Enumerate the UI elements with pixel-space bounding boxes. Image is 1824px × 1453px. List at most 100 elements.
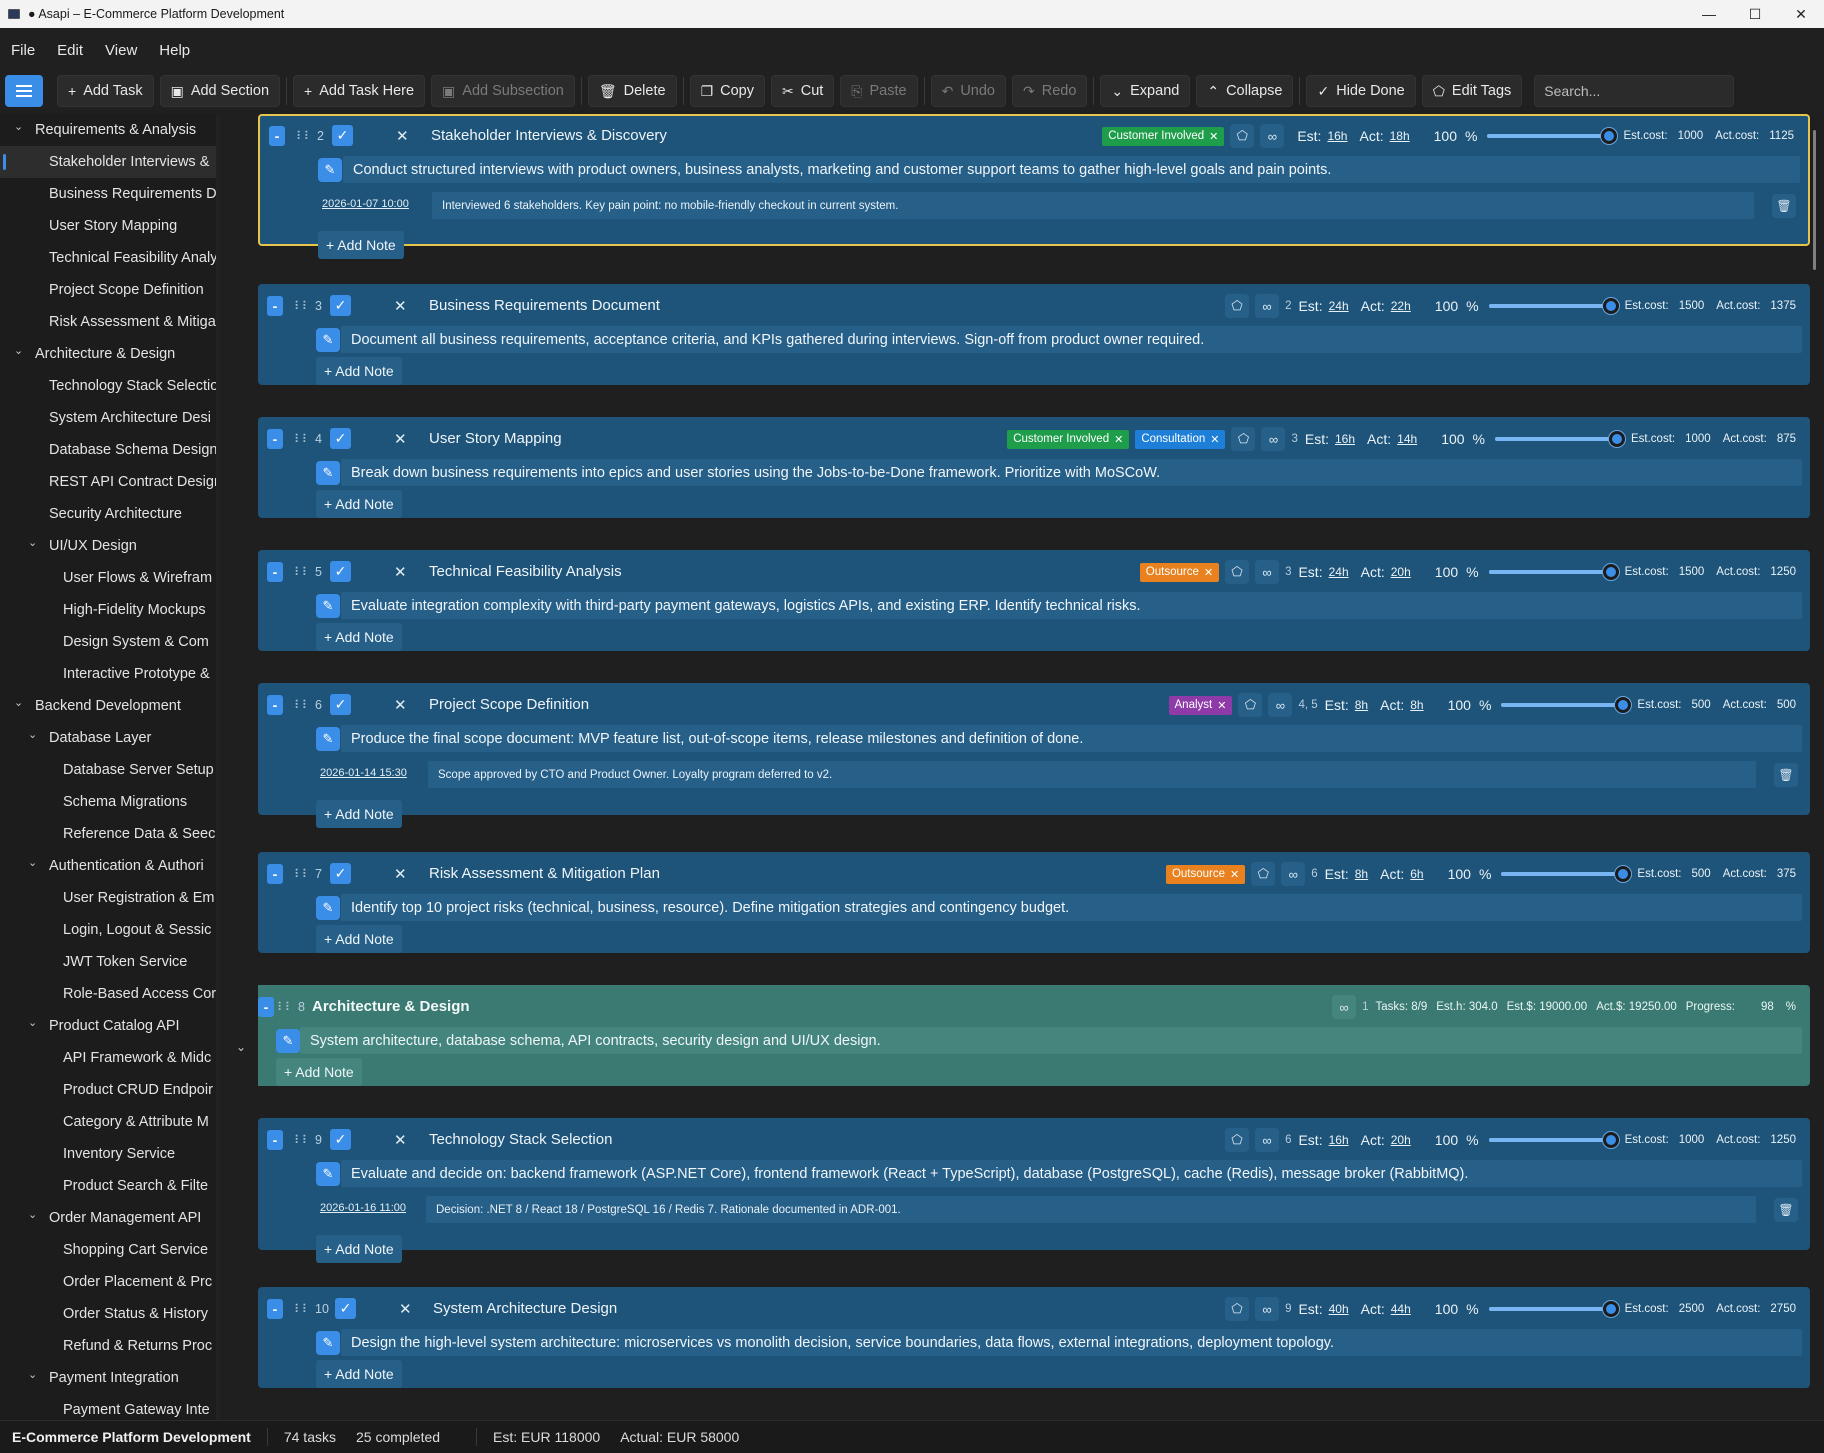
progress-slider[interactable] — [1495, 429, 1625, 449]
drag-handle-icon[interactable]: ⠇⠇ — [294, 299, 311, 313]
collapse-toggle[interactable]: - — [267, 1299, 283, 1319]
estimate-hours[interactable]: 16h — [1335, 432, 1356, 446]
add-note-button[interactable]: + Add Note — [318, 231, 404, 259]
minimize-icon[interactable]: — — [1702, 6, 1716, 22]
progress-value[interactable]: 100 — [1447, 697, 1471, 713]
sidebar-item[interactable]: Inventory Service — [0, 1138, 216, 1170]
task-description[interactable]: Conduct structured interviews with produ… — [343, 156, 1800, 183]
maximize-icon[interactable]: ☐ — [1748, 5, 1762, 22]
task-description[interactable]: Identify top 10 project risks (technical… — [341, 894, 1802, 921]
collapse-toggle[interactable]: - — [267, 296, 283, 316]
slider-thumb[interactable] — [1602, 1301, 1619, 1317]
sidebar-item[interactable]: Product Search & Filte — [0, 1170, 216, 1202]
slider-thumb[interactable] — [1615, 697, 1632, 713]
collapse-toggle[interactable]: - — [267, 1130, 283, 1150]
drag-handle-icon[interactable]: ⠇⠇ — [294, 698, 311, 712]
sidebar-splitter[interactable] — [216, 114, 220, 1420]
estimate-hours[interactable]: 8h — [1354, 698, 1369, 712]
sidebar-item[interactable]: User Flows & Wirefram — [0, 562, 216, 594]
close-icon[interactable]: ✕ — [396, 128, 409, 145]
sidebar-item[interactable]: Security Architecture — [0, 498, 216, 530]
close-icon[interactable]: ✕ — [394, 1132, 407, 1149]
done-checkbox[interactable]: ✓ — [330, 1129, 351, 1150]
slider-thumb[interactable] — [1602, 298, 1619, 314]
menu-help[interactable]: Help — [159, 41, 191, 59]
drag-handle-icon[interactable]: ⠇⠇ — [294, 1133, 311, 1147]
estimate-hours[interactable]: 24h — [1328, 565, 1349, 579]
vertical-scrollbar[interactable] — [1813, 130, 1816, 270]
progress-slider[interactable] — [1487, 126, 1618, 146]
redo-button[interactable]: ↷ Redo — [1012, 75, 1088, 107]
sidebar-item[interactable]: ⌄ Payment Integration — [0, 1362, 216, 1394]
task-card[interactable]: - ⠇⠇ 2 ✓ ✕ Stakeholder Interviews & Discovery… — [258, 114, 1810, 259]
done-checkbox[interactable]: ✓ — [335, 1298, 356, 1319]
edit-tags-button[interactable]: ⬠ Edit Tags — [1421, 75, 1523, 107]
add-task-here-button[interactable]: + Add Task Here — [293, 75, 426, 107]
slider-thumb[interactable] — [1601, 128, 1618, 144]
add-note-button[interactable]: + Add Note — [316, 1360, 402, 1388]
sidebar-item[interactable]: ⌄ Requirements & Analysis — [0, 114, 216, 146]
progress-value[interactable]: 100 — [1434, 298, 1459, 314]
collapse-toggle[interactable]: - — [258, 997, 274, 1017]
done-checkbox[interactable]: ✓ — [330, 863, 351, 884]
done-checkbox[interactable]: ✓ — [332, 125, 353, 146]
tag-icon[interactable]: ⬠ — [1225, 1297, 1250, 1321]
expand-button[interactable]: ⌄ Expand — [1100, 75, 1191, 107]
task-title[interactable]: Technology Stack Selection — [429, 1131, 613, 1148]
progress-value[interactable]: 100 — [1447, 866, 1471, 882]
cut-button[interactable]: ✂ Cut — [770, 75, 835, 107]
link-icon[interactable]: ∞ — [1255, 1297, 1280, 1321]
drag-handle-icon[interactable]: ⠇⠇ — [294, 1302, 311, 1316]
task-title[interactable]: Stakeholder Interviews & Discovery — [431, 127, 667, 144]
edit-note-icon[interactable]: ✎ — [316, 727, 340, 751]
sidebar-item[interactable]: Login, Logout & Sessic — [0, 914, 216, 946]
tag-icon[interactable]: ⬠ — [1231, 427, 1256, 451]
tag-chip[interactable]: Customer Involved ✕ — [1102, 126, 1225, 146]
delete-button[interactable]: 🗑 Delete — [587, 75, 677, 107]
progress-value[interactable]: 100 — [1433, 128, 1457, 144]
task-description[interactable]: Evaluate integration complexity with thi… — [341, 592, 1802, 619]
link-icon[interactable]: ∞ — [1255, 560, 1280, 584]
progress-slider[interactable] — [1501, 864, 1632, 884]
drag-handle-icon[interactable]: ⠇⠇ — [294, 867, 311, 881]
edit-note-icon[interactable]: ✎ — [316, 461, 340, 485]
chevron-down-icon[interactable]: ⌄ — [14, 345, 24, 357]
link-icon[interactable]: ∞ — [1332, 995, 1357, 1019]
sidebar-item[interactable]: Technical Feasibility Analy — [0, 242, 216, 274]
tag-chip[interactable]: Customer Involved ✕ — [1007, 429, 1130, 449]
edit-note-icon[interactable]: ✎ — [318, 158, 342, 182]
task-title[interactable]: Project Scope Definition — [429, 696, 590, 713]
sidebar-item[interactable]: Refund & Returns Proc — [0, 1330, 216, 1362]
done-checkbox[interactable]: ✓ — [330, 295, 351, 316]
estimate-hours[interactable]: 16h — [1327, 129, 1348, 143]
sidebar-item[interactable]: User Registration & Em — [0, 882, 216, 914]
estimate-hours[interactable]: 24h — [1328, 299, 1349, 313]
drag-handle-icon[interactable]: ⠇⠇ — [296, 129, 313, 143]
sidebar-item[interactable]: Schema Migrations — [0, 786, 216, 818]
undo-button[interactable]: ↶ Undo — [930, 75, 1006, 107]
progress-slider[interactable] — [1488, 296, 1619, 316]
task-card[interactable]: - ⠇⠇ 4 ✓ ✕ User Story Mapping Customer Involve… — [258, 417, 1810, 518]
tag-remove-icon[interactable]: ✕ — [1230, 868, 1240, 881]
task-card[interactable]: - ⠇⠇ 9 ✓ ✕ Technology Stack Selection ⬠ ∞ 6 Est: 1… — [258, 1118, 1810, 1263]
tag-remove-icon[interactable]: ✕ — [1203, 566, 1214, 579]
edit-note-icon[interactable]: ✎ — [316, 1331, 340, 1355]
tag-remove-icon[interactable]: ✕ — [1114, 433, 1124, 446]
tag-icon[interactable]: ⬠ — [1230, 124, 1255, 148]
tag-icon[interactable]: ⬠ — [1225, 1128, 1250, 1152]
close-icon[interactable]: ✕ — [394, 298, 407, 315]
collapse-toggle[interactable]: - — [269, 126, 285, 146]
chevron-down-icon[interactable]: ⌄ — [14, 697, 24, 709]
sidebar-item[interactable]: Project Scope Definition — [0, 274, 216, 306]
menu-edit[interactable]: Edit — [57, 41, 84, 59]
actual-hours[interactable]: 18h — [1389, 129, 1410, 143]
collapse-button[interactable]: ⌃ Collapse — [1196, 75, 1294, 107]
done-checkbox[interactable]: ✓ — [330, 561, 351, 582]
tag-remove-icon[interactable]: ✕ — [1217, 699, 1227, 712]
task-title[interactable]: User Story Mapping — [429, 430, 562, 447]
sidebar-item[interactable]: Technology Stack Selectio — [0, 370, 216, 402]
search-input[interactable] — [1534, 75, 1735, 107]
sidebar-item[interactable]: Payment Gateway Inte — [0, 1394, 216, 1420]
estimate-hours[interactable]: 40h — [1328, 1302, 1349, 1316]
chevron-down-icon[interactable]: ⌄ — [28, 537, 38, 549]
